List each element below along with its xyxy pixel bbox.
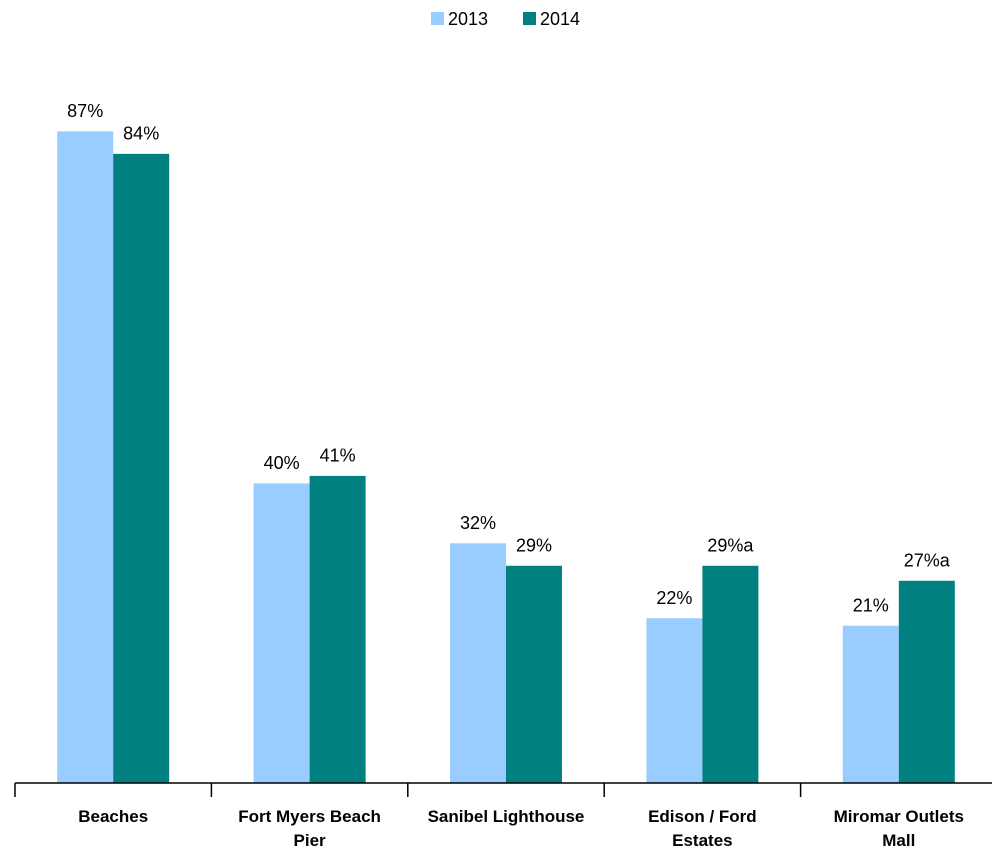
bar	[309, 475, 366, 783]
value-label: 29%a	[707, 536, 754, 556]
value-label: 84%	[123, 124, 159, 144]
bar	[898, 580, 955, 783]
value-label: 87%	[67, 101, 103, 121]
legend-swatch	[523, 12, 536, 25]
value-label: 41%	[320, 446, 356, 466]
value-label: 40%	[264, 453, 300, 473]
value-label: 27%a	[904, 551, 951, 571]
bar	[842, 625, 899, 783]
x-tick-label: Fort Myers Beach Pier	[238, 807, 381, 850]
value-label: 22%	[656, 588, 692, 608]
legend-label: 2014	[540, 9, 580, 29]
value-label: 21%	[853, 595, 889, 615]
x-tick-label: Miromar Outlets Mall	[833, 807, 964, 850]
value-label: 32%	[460, 513, 496, 533]
legend-swatch	[431, 12, 444, 25]
x-tick-label: Edison / Ford Estates	[648, 807, 757, 850]
value-label: 29%	[516, 536, 552, 556]
bar	[253, 483, 310, 783]
x-tick-label: Beaches	[78, 807, 149, 826]
bar	[57, 131, 114, 783]
legend-label: 2013	[448, 9, 488, 29]
bar	[113, 153, 170, 784]
bar	[506, 565, 562, 783]
bar	[646, 618, 703, 783]
bar	[450, 543, 506, 783]
x-tick-label: Sanibel Lighthouse	[427, 807, 585, 826]
bar	[702, 565, 759, 783]
